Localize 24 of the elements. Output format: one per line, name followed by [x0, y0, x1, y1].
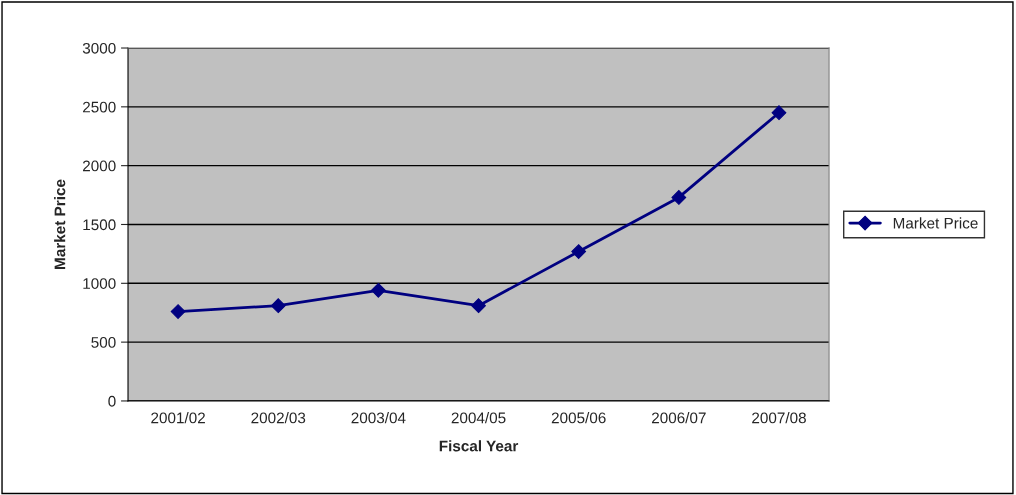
point: [671, 190, 687, 205]
y-tick-label: 2500: [83, 101, 116, 113]
point: [170, 304, 186, 319]
y-tick-label: 2000: [83, 160, 116, 172]
y-tick-label: 1500: [83, 219, 116, 231]
x-tick-label: 2002/03: [251, 412, 306, 424]
x-tick-label: 2007/08: [752, 412, 806, 424]
legend-label: Market Price: [893, 217, 978, 229]
x-tick-label: 2004/05: [451, 412, 506, 424]
y-tick-label: 0: [108, 395, 116, 407]
point: [571, 244, 587, 259]
y-axis-title: Market Price: [54, 179, 66, 269]
x-tick-label: 2001/02: [151, 412, 205, 424]
point: [270, 298, 286, 314]
x-tick-label: 2003/04: [351, 412, 406, 424]
x-tick-label: 2006/07: [651, 412, 706, 424]
point: [771, 105, 787, 121]
x-tick-label: 2005/06: [551, 412, 606, 424]
point: [370, 282, 386, 298]
y-tick-label: 500: [91, 337, 116, 348]
y-tick-label: 3000: [82, 42, 116, 54]
x-axis-title: Fiscal Year: [439, 440, 519, 452]
y-tick-label: 1000: [83, 278, 116, 289]
point: [471, 298, 486, 314]
